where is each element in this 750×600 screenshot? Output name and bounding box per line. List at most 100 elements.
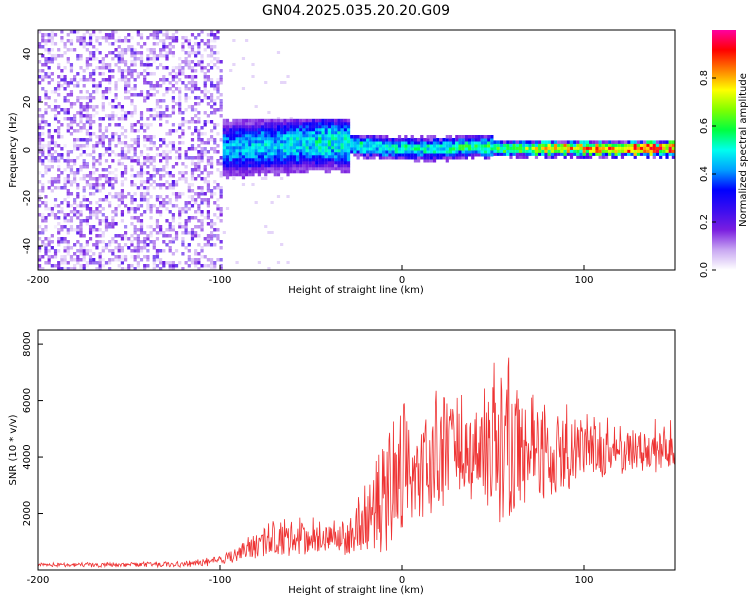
spectrogram-cell xyxy=(267,130,271,135)
spectrogram-cell xyxy=(318,118,322,123)
spectrogram-cell xyxy=(327,124,332,129)
spectrogram-cell xyxy=(76,255,80,259)
spectrogram-cell xyxy=(66,261,70,265)
spectrogram-cell xyxy=(38,75,42,79)
spectrogram-cell xyxy=(404,150,408,154)
spectrogram-cell xyxy=(120,234,125,238)
spectrogram-cell xyxy=(88,99,93,103)
spectrogram-cell xyxy=(194,54,198,58)
spectrogram-cell xyxy=(174,180,179,184)
spectrogram-cell xyxy=(66,192,70,196)
spectrogram-cell xyxy=(136,93,140,97)
spectrogram-cell xyxy=(206,54,211,58)
spectrogram-cell xyxy=(350,147,354,151)
spectrogram-cell xyxy=(82,195,86,199)
spectrogram-cell xyxy=(47,75,51,79)
spectrogram-cell xyxy=(289,145,293,150)
spectrogram-cell xyxy=(315,163,319,168)
spectrogram-cell xyxy=(171,261,175,265)
spectrogram-cell xyxy=(139,57,144,61)
spectrogram-cell xyxy=(464,150,468,154)
spectrogram-cell xyxy=(213,228,217,232)
spectrogram-cell xyxy=(353,147,357,151)
spectrogram-cell xyxy=(159,78,163,82)
spectrogram-cell xyxy=(178,210,182,214)
spectrogram-cell xyxy=(410,150,414,154)
spectrogram-cell xyxy=(143,75,147,79)
spectrogram-cell xyxy=(200,222,204,226)
spectrogram-cell xyxy=(88,231,93,235)
spectrogram-cell xyxy=(420,153,424,157)
spectrogram-cell xyxy=(197,162,201,166)
spectrogram-cell xyxy=(219,174,223,178)
spectrogram-cell xyxy=(493,149,497,153)
spectrogram-cell xyxy=(95,267,99,270)
spectrogram-cell xyxy=(280,127,284,132)
spectrogram-cell xyxy=(260,160,265,165)
spectrogram-cell xyxy=(120,147,125,151)
spectrogram-cell xyxy=(270,154,274,159)
spectrogram-cell xyxy=(181,174,185,178)
spectrogram-cell xyxy=(276,136,281,141)
spectrogram-cell xyxy=(216,81,220,85)
spectrogram-cell xyxy=(292,127,296,132)
spectrogram-cell xyxy=(146,153,150,157)
spectrogram-cell xyxy=(149,123,153,127)
spectrogram-cell xyxy=(108,153,112,157)
spectrogram-cell xyxy=(455,150,459,154)
spectrogram-cell xyxy=(76,156,80,160)
spectrogram-cell xyxy=(44,90,48,94)
spectrogram-cell xyxy=(111,99,115,103)
spectrogram-cell xyxy=(254,145,258,150)
spectrogram-cell xyxy=(82,33,86,37)
spectrogram-cell xyxy=(318,151,322,156)
spectrogram-cell xyxy=(295,118,300,123)
spectrogram-cell xyxy=(108,117,112,121)
spectrogram-cell xyxy=(85,264,89,268)
spectrogram-cell xyxy=(633,143,637,147)
spectrogram-cell xyxy=(576,146,580,150)
spectrogram-cell xyxy=(216,150,220,154)
spectrogram-cell xyxy=(340,130,344,135)
spectrogram-cell xyxy=(139,171,144,175)
spectrogram-cell xyxy=(174,66,179,70)
spectrogram-cell xyxy=(461,138,465,142)
spectrogram-cell xyxy=(149,141,153,145)
spectrogram-cell xyxy=(95,213,99,217)
spectrogram-cell xyxy=(136,30,140,34)
spectrogram-cell xyxy=(171,219,175,223)
spectrogram-cell xyxy=(206,189,211,193)
spectrogram-cell xyxy=(445,159,449,163)
spectrogram-cell xyxy=(92,69,96,73)
spectrogram-cell xyxy=(280,145,284,150)
spectrogram-cell xyxy=(315,154,319,159)
spectrogram-cell xyxy=(57,261,61,265)
spectrogram-cell xyxy=(133,63,137,67)
spectrogram-cell xyxy=(241,57,246,60)
spectrogram-cell xyxy=(235,151,239,156)
spectrogram-cell xyxy=(241,121,246,126)
spectrogram-cell xyxy=(101,264,105,268)
spectrogram-cell xyxy=(104,147,109,151)
spectrogram-cell xyxy=(139,219,144,223)
spectrogram-cell xyxy=(50,141,54,145)
spectrogram-cell xyxy=(229,145,233,150)
spectrogram-cell xyxy=(79,264,83,268)
spectrogram-cell xyxy=(267,169,271,174)
spectrogram-cell xyxy=(101,36,105,40)
spectrogram-cell xyxy=(38,171,42,175)
spectrogram-cell xyxy=(506,146,510,150)
spectrogram-cell xyxy=(283,136,287,141)
spectrogram-cell xyxy=(152,93,156,97)
spectrogram-cell xyxy=(53,216,58,220)
x-tick-label: -200 xyxy=(27,275,50,286)
spectrogram-cell xyxy=(550,149,554,153)
spectrogram-cell xyxy=(417,159,421,163)
spectrogram-cell xyxy=(178,171,182,175)
spectrogram-cell xyxy=(209,159,214,163)
spectrogram-cell xyxy=(417,156,421,160)
spectrogram-cell xyxy=(267,166,271,171)
snr-y-label: SNR (10 * v/v) xyxy=(8,414,19,485)
spectrogram-cell xyxy=(448,135,453,139)
spectrogram-cell xyxy=(101,198,105,202)
